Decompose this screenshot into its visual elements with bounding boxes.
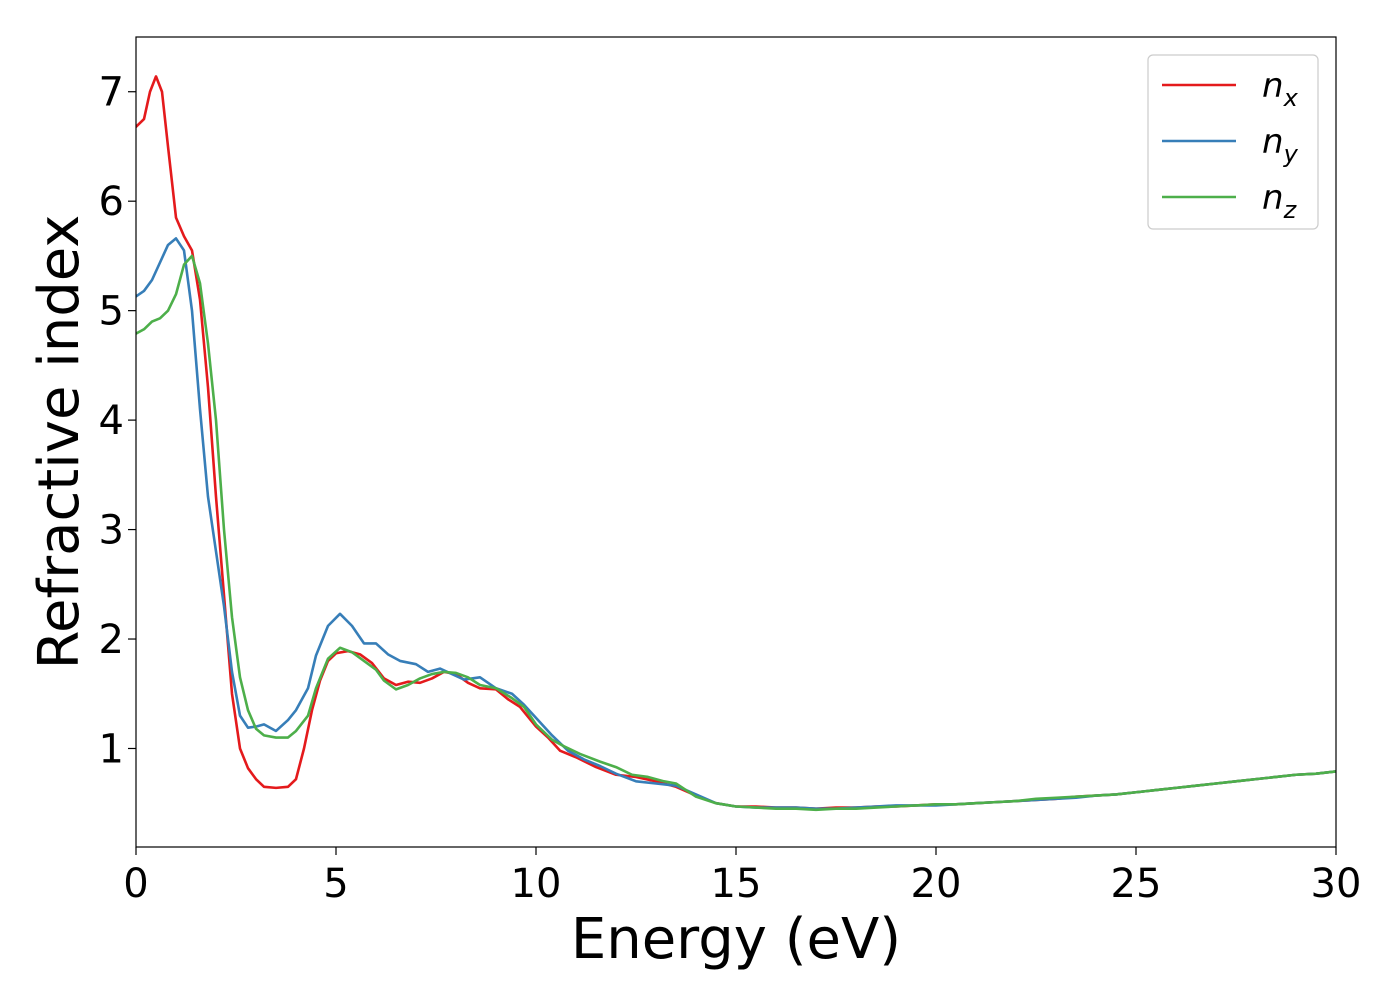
- y-tick-label: 4: [99, 398, 124, 444]
- legend-label-ny: ny: [1262, 122, 1299, 168]
- x-axis-title: Energy (eV): [571, 907, 901, 972]
- x-tick-label: 10: [511, 861, 562, 907]
- y-tick-label: 5: [99, 289, 124, 335]
- y-tick-label: 3: [99, 508, 124, 554]
- y-tick-label: 2: [99, 617, 124, 663]
- x-axis: 0 5 10 15 20 25 30: [123, 847, 1361, 907]
- y-axis-title: Refractive index: [27, 215, 92, 670]
- legend-label-nz: nz: [1262, 178, 1298, 224]
- x-tick-label: 15: [711, 861, 762, 907]
- x-tick-label: 0: [123, 861, 148, 907]
- legend-label-nx: nx: [1262, 66, 1299, 112]
- x-tick-label: 30: [1311, 861, 1362, 907]
- legend: nx ny nz: [1147, 54, 1319, 230]
- y-tick-label: 1: [99, 726, 124, 772]
- y-axis: 1 2 3 4 5 6 7: [99, 70, 136, 772]
- x-tick-label: 20: [911, 861, 962, 907]
- x-tick-label: 5: [323, 861, 348, 907]
- x-tick-label: 25: [1111, 861, 1162, 907]
- series-line-nz: [136, 254, 1336, 812]
- series-layer: [136, 75, 1336, 812]
- y-tick-label: 6: [99, 179, 124, 225]
- y-tick-label: 7: [99, 70, 124, 116]
